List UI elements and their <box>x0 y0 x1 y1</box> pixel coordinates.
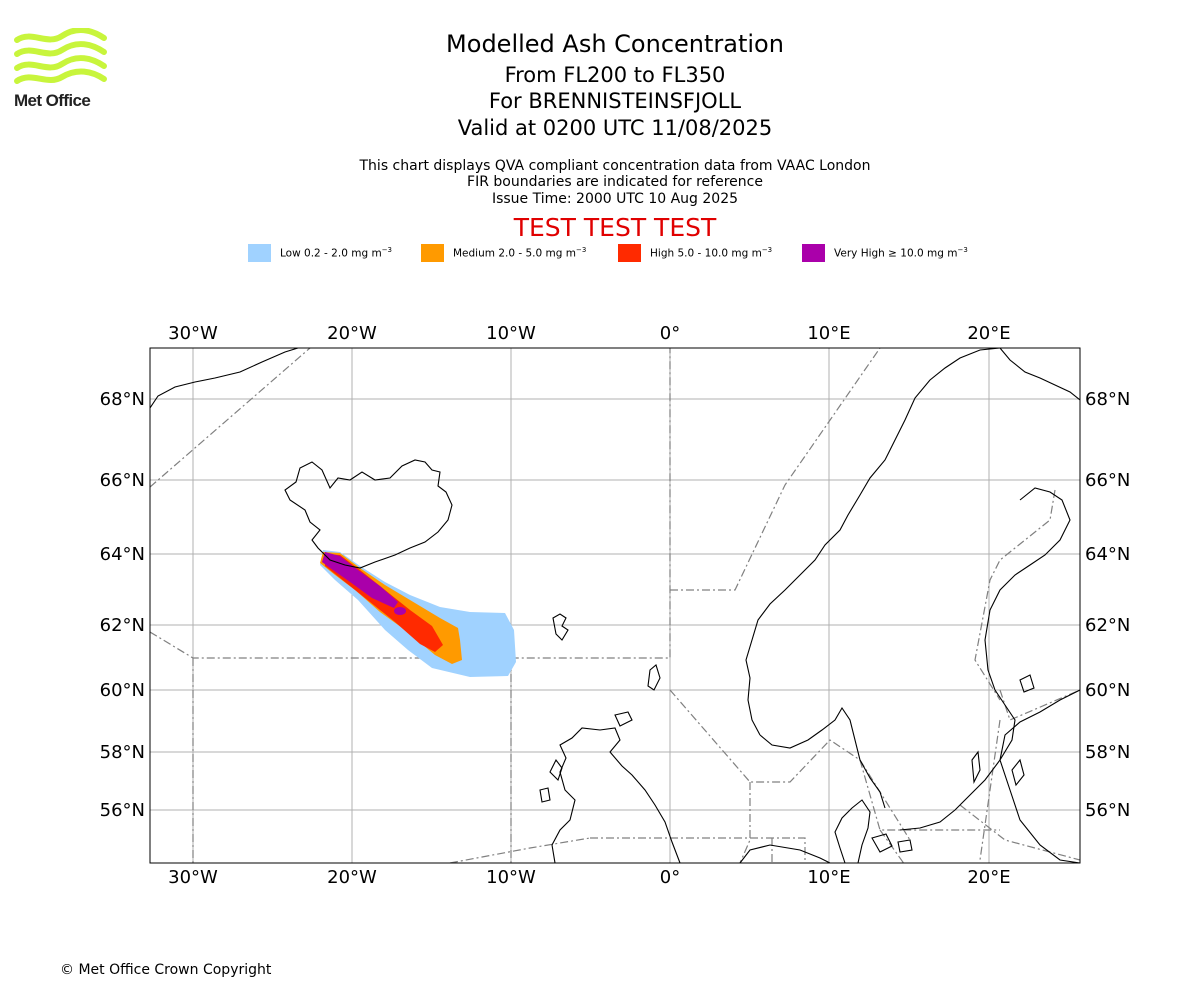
legend-label-very-high: Very High ≥ 10.0 mg m <box>834 247 958 260</box>
lat-label: 66°N <box>1085 470 1130 491</box>
gotland <box>1011 758 1025 787</box>
legend-item-very-high: Very High ≥ 10.0 mg m−3 <box>802 244 968 262</box>
ash-very-high <box>322 552 398 608</box>
logo-text: Met Office <box>14 91 91 110</box>
flight-level-range: From FL200 to FL350 <box>504 63 726 87</box>
lat-label: 68°N <box>100 389 145 410</box>
lat-labels-left: 68°N 66°N 64°N 62°N 60°N 58°N 56°N <box>100 389 145 821</box>
lat-label: 62°N <box>100 615 145 636</box>
aland <box>1019 674 1035 693</box>
norway-south-coast <box>759 706 886 809</box>
legend-swatch-medium <box>421 244 444 262</box>
legend-label-medium: Medium 2.0 - 5.0 mg m <box>453 247 576 260</box>
lat-label: 58°N <box>1085 742 1130 763</box>
issue-time: Issue Time: 2000 UTC 10 Aug 2025 <box>491 191 739 207</box>
gridlines <box>150 348 1080 863</box>
met-office-logo-icon <box>14 28 107 84</box>
lon-label: 20°W <box>327 323 377 344</box>
lon-label: 20°E <box>967 867 1010 888</box>
continental-coast <box>739 844 831 863</box>
lon-label: 20°E <box>967 323 1010 344</box>
lon-label: 10°E <box>807 867 850 888</box>
map-frame <box>149 347 1081 864</box>
legend-exponent-medium: −3 <box>575 246 587 255</box>
lat-label: 68°N <box>1085 389 1130 410</box>
legend-swatch-very-high <box>802 244 825 262</box>
lat-label: 60°N <box>1085 680 1130 701</box>
faroe-islands <box>552 613 569 641</box>
scandinavia-coast <box>745 348 1001 736</box>
lat-label: 56°N <box>1085 800 1130 821</box>
lat-label: 60°N <box>100 680 145 701</box>
scandinavia-inner-coast <box>999 348 1080 401</box>
fir-boundaries <box>150 348 1080 863</box>
lon-label: 30°W <box>168 867 218 888</box>
lon-label: 10°W <box>486 323 536 344</box>
copyright: © Met Office Crown Copyright <box>60 962 272 978</box>
lon-labels-bottom: 30°W 20°W 10°W 0° 10°E 20°E <box>168 867 1010 888</box>
legend-exponent-very-high: −3 <box>957 246 968 255</box>
danish-islands <box>871 833 913 853</box>
test-banner: TEST TEST TEST <box>513 213 717 242</box>
sweden-east-coast <box>899 487 1071 831</box>
lon-label: 30°W <box>168 323 218 344</box>
lat-label: 64°N <box>1085 544 1130 565</box>
lat-label: 58°N <box>100 742 145 763</box>
valid-time: Valid at 0200 UTC 11/08/2025 <box>457 116 773 140</box>
legend-label-high: High 5.0 - 10.0 mg m <box>650 247 762 260</box>
denmark-coast <box>834 799 871 863</box>
lon-label: 0° <box>660 867 680 888</box>
iceland-coast <box>284 459 453 569</box>
lon-label: 0° <box>660 323 680 344</box>
coastlines <box>150 348 1080 863</box>
lon-labels-top: 30°W 20°W 10°W 0° 10°E 20°E <box>168 323 1010 344</box>
lat-label: 56°N <box>100 800 145 821</box>
oland <box>971 750 981 784</box>
legend-swatch-high <box>618 244 641 262</box>
lat-label: 62°N <box>1085 615 1130 636</box>
chart-title: Modelled Ash Concentration <box>446 30 784 58</box>
uk-coast <box>551 727 681 863</box>
lat-label: 64°N <box>100 544 145 565</box>
shetland <box>647 664 661 691</box>
lat-label: 66°N <box>100 470 145 491</box>
legend-label-low: Low 0.2 - 2.0 mg m <box>280 247 382 260</box>
volcano-name: For BRENNISTEINSFJOLL <box>488 89 742 113</box>
lon-label: 10°W <box>486 867 536 888</box>
orkney <box>614 711 633 727</box>
greenland-coast <box>150 348 299 409</box>
info-line-1: This chart displays QVA compliant concen… <box>359 158 871 174</box>
legend-item-high: High 5.0 - 10.0 mg m−3 <box>618 244 772 262</box>
lat-labels-right: 68°N 66°N 64°N 62°N 60°N 58°N 56°N <box>1085 389 1130 821</box>
legend-item-low: Low 0.2 - 2.0 mg m−3 <box>248 244 392 262</box>
legend-swatch-low <box>248 244 271 262</box>
info-line-2: FIR boundaries are indicated for referen… <box>467 174 763 190</box>
ash-plume <box>320 550 516 677</box>
legend-item-medium: Medium 2.0 - 5.0 mg m−3 <box>421 244 586 262</box>
hebrides <box>539 758 563 803</box>
legend-exponent-high: −3 <box>761 246 773 255</box>
ash-very-high-spot <box>394 607 406 615</box>
baltic-east-coast <box>999 689 1080 863</box>
lon-label: 20°W <box>327 867 377 888</box>
lon-label: 10°E <box>807 323 850 344</box>
legend-exponent-low: −3 <box>381 246 393 255</box>
